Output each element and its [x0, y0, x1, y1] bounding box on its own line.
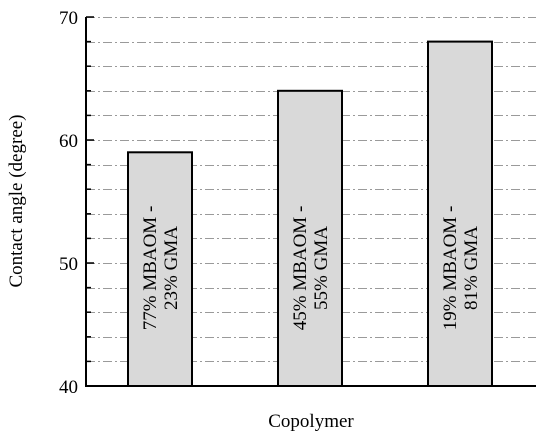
bar-labels: 77% MBAOM -23% GMA 45% MBAOM -55% GMA 19% …	[140, 206, 482, 331]
y-tick-label: 40	[59, 377, 78, 398]
bar-label: 45% MBAOM -55% GMA	[290, 206, 332, 331]
y-axis-ticks: 40 50 60 70	[59, 8, 94, 398]
bar	[127, 151, 193, 387]
x-axis-title: Copolymer	[268, 411, 354, 432]
y-tick-label: 50	[59, 254, 78, 275]
axes	[85, 17, 536, 387]
bar	[277, 89, 343, 388]
bar-label-line: 81% GMA	[461, 226, 482, 310]
bar-label-line: 23% GMA	[161, 226, 182, 310]
y-tick-label: 70	[59, 8, 78, 29]
bar	[427, 40, 493, 387]
bar-label-line: 19% MBAOM -	[440, 206, 461, 331]
bar-label: 77% MBAOM -23% GMA	[140, 206, 182, 331]
y-axis-title: Contact angle (degree)	[6, 114, 27, 287]
bar-label-line: 77% MBAOM -	[140, 206, 161, 331]
bar-label-line: 45% MBAOM -	[290, 206, 311, 331]
bars	[127, 40, 493, 388]
y-tick-label: 60	[59, 131, 78, 152]
bar-label-line: 55% GMA	[311, 226, 332, 310]
bar-label: 19% MBAOM -81% GMA	[440, 206, 482, 331]
